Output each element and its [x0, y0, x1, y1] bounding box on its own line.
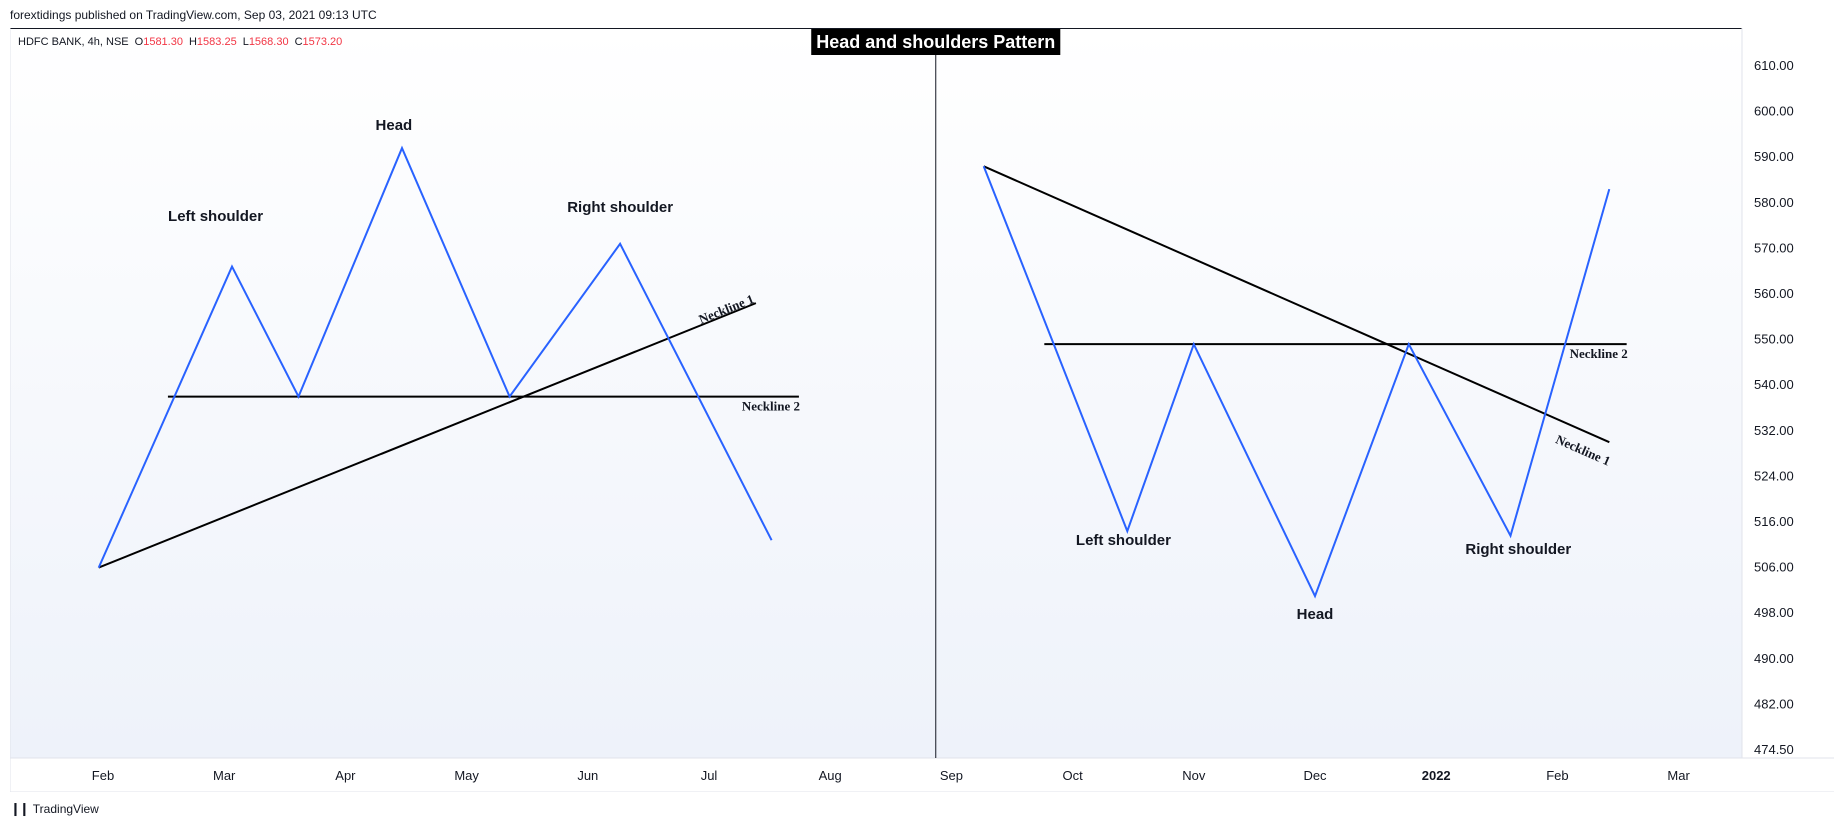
x-tick-label: Feb	[1546, 768, 1568, 783]
chart-svg[interactable]: 610.00 600.00 590.00 580.00 570.00 560.00 550.…	[10, 28, 1834, 792]
pattern-line[interactable]	[982, 165, 1611, 599]
chart-title: Head and shoulders Pattern	[816, 32, 1055, 52]
neckline[interactable]	[983, 165, 1610, 444]
high-value: 1583.25	[196, 36, 237, 48]
pattern-annotation: Left shoulder	[168, 208, 263, 225]
y-tick-label: 474.50	[1754, 742, 1794, 757]
x-tick-label: May	[454, 768, 479, 783]
pattern-annotation: Right shoulder	[567, 199, 673, 216]
high-label: H	[188, 36, 197, 48]
x-tick-label: Aug	[819, 768, 842, 783]
price-axis[interactable]	[1742, 28, 1834, 758]
y-tick-label: 570.00	[1754, 240, 1794, 255]
x-tick-label: 2022	[1422, 768, 1451, 783]
plot-area[interactable]	[10, 28, 1742, 758]
publish-line: forextidings published on TradingView.co…	[10, 8, 377, 22]
x-tick-label: Oct	[1062, 768, 1083, 783]
y-tick-label: 516.00	[1754, 514, 1794, 529]
low-value: 1568.30	[248, 36, 289, 48]
x-tick-label: Dec	[1303, 768, 1327, 783]
y-tick-label: 498.00	[1754, 605, 1794, 620]
neckline[interactable]	[98, 302, 757, 569]
x-tick-label: Mar	[213, 768, 236, 783]
low-label: L	[242, 36, 249, 48]
x-tick-label: Sep	[940, 768, 963, 783]
x-tick-label: Jul	[701, 768, 718, 783]
pattern-annotation: Head	[1297, 606, 1334, 623]
x-tick-label: Jun	[577, 768, 598, 783]
y-tick-label: 524.00	[1754, 468, 1794, 483]
time-axis[interactable]	[10, 758, 1834, 792]
pattern-annotation: Head	[376, 117, 413, 134]
y-tick-label: 610.00	[1754, 58, 1794, 73]
y-tick-label: 580.00	[1754, 195, 1794, 210]
close-label: C	[294, 36, 303, 48]
y-tick-label: 550.00	[1754, 332, 1794, 347]
pattern-annotation: Left shoulder	[1076, 532, 1171, 549]
y-tick-label: 600.00	[1754, 104, 1794, 119]
pattern-annotation: Right shoulder	[1465, 541, 1571, 558]
close-value: 1573.20	[302, 36, 343, 48]
chart-title-background	[811, 29, 1061, 55]
y-tick-label: 560.00	[1754, 286, 1794, 301]
chart-frame[interactable]: 610.00 600.00 590.00 580.00 570.00 560.00 550.…	[10, 28, 1834, 792]
open-value: 1581.30	[143, 36, 183, 48]
y-tick-label: 590.00	[1754, 149, 1794, 164]
open-label: O	[134, 36, 144, 48]
x-tick-label: Nov	[1182, 768, 1206, 783]
neckline-label: Neckline 2	[1570, 346, 1628, 361]
neckline-label: Neckline 2	[742, 399, 800, 414]
y-tick-label: 490.00	[1754, 651, 1794, 666]
y-tick-label: 540.00	[1754, 377, 1794, 392]
x-tick-label: Mar	[1667, 768, 1690, 783]
pattern-line[interactable]	[97, 145, 773, 569]
footer-brand: TradingView	[32, 802, 99, 816]
y-tick-label: 506.00	[1754, 560, 1794, 575]
x-tick-label: Feb	[92, 768, 114, 783]
tradingview-logo-icon: ❙❙	[10, 801, 30, 816]
footer-logo[interactable]: ❙❙ TradingView	[10, 801, 99, 817]
x-tick-label: Apr	[335, 768, 356, 783]
y-tick-label: 482.00	[1754, 696, 1794, 711]
y-tick-label: 532.00	[1754, 423, 1794, 438]
symbol-label[interactable]: HDFC BANK, 4h, NSE	[18, 36, 129, 48]
symbol-bar: HDFC BANK, 4h, NSE O1581.30 H1583.25 L15…	[18, 36, 342, 48]
